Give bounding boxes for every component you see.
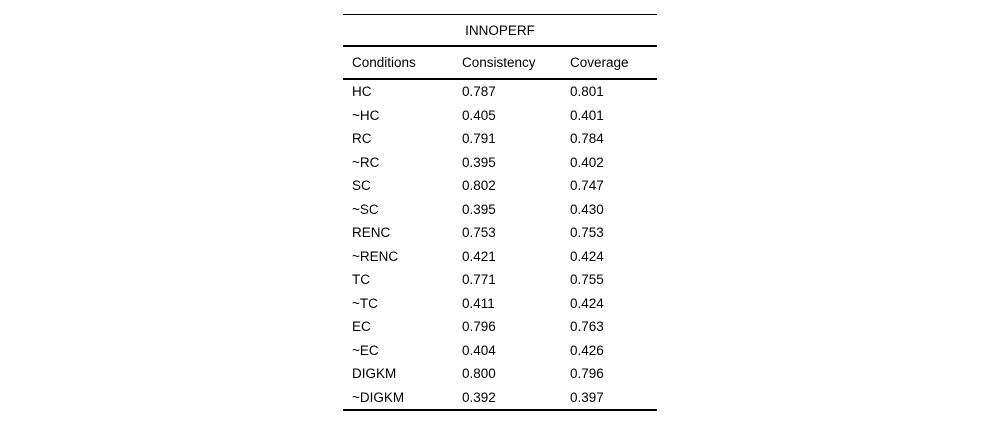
- condition-cell: TC: [352, 272, 370, 288]
- coverage-cell: 0.763: [570, 319, 604, 335]
- table-row: TC 0.771 0.755: [343, 268, 657, 292]
- table-row: SC 0.802 0.747: [343, 174, 657, 198]
- coverage-cell: 0.424: [570, 295, 604, 311]
- consistency-cell: 0.787: [462, 84, 496, 100]
- consistency-cell: 0.421: [462, 248, 496, 264]
- condition-cell: ~TC: [352, 295, 378, 311]
- table-row: ~EC 0.404 0.426: [343, 339, 657, 363]
- condition-cell: ~EC: [352, 342, 379, 358]
- condition-cell: ~SC: [352, 201, 379, 217]
- table-title: INNOPERF: [343, 14, 657, 47]
- column-header-conditions: Conditions: [352, 55, 416, 70]
- condition-cell: DIGKM: [352, 366, 397, 382]
- coverage-cell: 0.426: [570, 342, 604, 358]
- table-row: ~DIGKM 0.392 0.397: [343, 386, 657, 410]
- table-header-row: Conditions Consistency Coverage: [343, 47, 657, 80]
- coverage-cell: 0.397: [570, 389, 604, 405]
- coverage-cell: 0.784: [570, 131, 604, 147]
- consistency-cell: 0.405: [462, 107, 496, 123]
- consistency-cell: 0.395: [462, 154, 496, 170]
- table-row: EC 0.796 0.763: [343, 315, 657, 339]
- consistency-cell: 0.771: [462, 272, 496, 288]
- table-row: RENC 0.753 0.753: [343, 221, 657, 245]
- table-row: ~SC 0.395 0.430: [343, 198, 657, 222]
- coverage-cell: 0.401: [570, 107, 604, 123]
- table-row: HC 0.787 0.801: [343, 80, 657, 104]
- condition-cell: RC: [352, 131, 372, 147]
- table-body: HC 0.787 0.801 ~HC 0.405 0.401 RC 0.791 …: [343, 80, 657, 411]
- coverage-cell: 0.755: [570, 272, 604, 288]
- coverage-cell: 0.424: [570, 248, 604, 264]
- condition-cell: SC: [352, 178, 371, 194]
- coverage-cell: 0.747: [570, 178, 604, 194]
- condition-cell: ~RC: [352, 154, 380, 170]
- innoperf-table: INNOPERF Conditions Consistency Coverage…: [343, 14, 657, 411]
- table-row: ~HC 0.405 0.401: [343, 104, 657, 128]
- column-header-coverage: Coverage: [570, 55, 629, 70]
- consistency-cell: 0.411: [462, 295, 495, 311]
- column-header-consistency: Consistency: [462, 55, 536, 70]
- coverage-cell: 0.796: [570, 366, 604, 382]
- condition-cell: HC: [352, 84, 372, 100]
- consistency-cell: 0.395: [462, 201, 496, 217]
- consistency-cell: 0.392: [462, 389, 496, 405]
- condition-cell: EC: [352, 319, 371, 335]
- coverage-cell: 0.402: [570, 154, 604, 170]
- table-row: ~TC 0.411 0.424: [343, 292, 657, 316]
- consistency-cell: 0.753: [462, 225, 496, 241]
- condition-cell: RENC: [352, 225, 391, 241]
- coverage-cell: 0.430: [570, 201, 604, 217]
- consistency-cell: 0.800: [462, 366, 496, 382]
- consistency-cell: 0.791: [462, 131, 496, 147]
- coverage-cell: 0.753: [570, 225, 604, 241]
- consistency-cell: 0.796: [462, 319, 496, 335]
- condition-cell: ~RENC: [352, 248, 399, 264]
- table-row: DIGKM 0.800 0.796: [343, 362, 657, 386]
- table-row: ~RC 0.395 0.402: [343, 151, 657, 175]
- condition-cell: ~DIGKM: [352, 389, 405, 405]
- coverage-cell: 0.801: [570, 84, 604, 100]
- consistency-cell: 0.404: [462, 342, 496, 358]
- consistency-cell: 0.802: [462, 178, 496, 194]
- table-row: RC 0.791 0.784: [343, 127, 657, 151]
- table-row: ~RENC 0.421 0.424: [343, 245, 657, 269]
- condition-cell: ~HC: [352, 107, 380, 123]
